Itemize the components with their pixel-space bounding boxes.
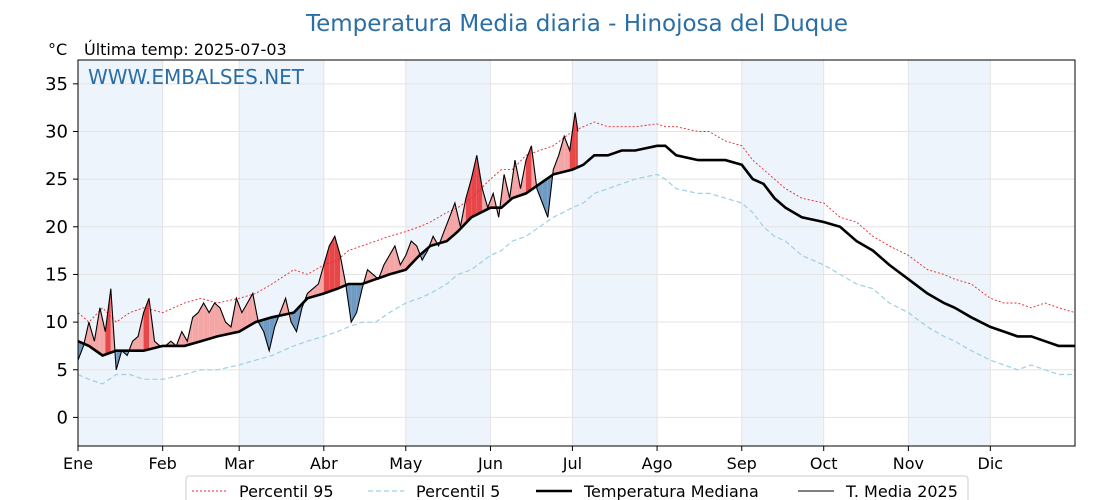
x-tick-label-oct: Oct — [810, 454, 838, 473]
legend: Percentil 95 Percentil 5 Temperatura Med… — [185, 475, 969, 500]
y-tick-label: 15 — [45, 264, 68, 285]
above-median-fill — [236, 298, 242, 333]
above-median-fill — [558, 136, 565, 174]
above-median-fill — [138, 312, 144, 351]
above-median-fill — [318, 264, 324, 296]
current-year-line — [77, 112, 579, 370]
above-median-fill — [405, 241, 412, 270]
x-tick-label-nov: Nov — [893, 454, 924, 473]
above-median-fill — [400, 255, 406, 272]
series-lines — [77, 112, 1076, 385]
last-temp-label: Última temp: 2025-07-03 — [84, 40, 287, 59]
above-median-fill — [465, 179, 472, 223]
y-tick-label: 30 — [45, 121, 68, 142]
x-tick-label-ene: Ene — [63, 454, 93, 473]
above-median-fill — [575, 112, 578, 169]
above-median-fill — [471, 155, 477, 218]
y-tick-label: 10 — [45, 312, 68, 333]
above-median-fill — [241, 303, 248, 331]
month-band-jul — [572, 60, 658, 446]
above-median-fill — [367, 269, 374, 283]
x-tick-label-abr: Abr — [310, 454, 338, 473]
above-median-fill — [247, 293, 253, 327]
below-median-fill — [542, 178, 548, 218]
month-band-sep — [741, 60, 824, 446]
month-band-mar — [239, 60, 324, 446]
above-median-fill — [389, 245, 395, 275]
legend-label-current: T. Media 2025 — [845, 482, 958, 500]
above-median-fill — [99, 307, 106, 355]
above-median-fill — [181, 331, 188, 346]
above-median-fill — [198, 303, 204, 342]
month-band-ene — [78, 60, 163, 446]
above-median-fill — [569, 112, 576, 171]
above-median-fill — [105, 288, 111, 355]
chart-title: Temperatura Media diaria - Hinojosa del … — [305, 11, 848, 37]
month-bands — [78, 60, 991, 446]
watermark-text: WWW.EMBALSES.NET — [88, 65, 305, 89]
above-median-fill — [334, 236, 341, 290]
plot-frame — [77, 59, 1076, 447]
above-median-fill — [192, 312, 199, 344]
x-tick-label-sep: Sep — [727, 454, 757, 473]
above-median-fill — [564, 136, 570, 172]
below-median-fill — [351, 283, 357, 323]
y-tick-label: 20 — [45, 217, 68, 238]
x-tick-label-may: May — [389, 454, 422, 473]
above-median-fill — [444, 217, 450, 242]
y-axis-ticks: 0 5 10 15 20 25 30 35 — [45, 74, 78, 428]
legend-label-p95: Percentil 95 — [239, 482, 334, 500]
above-median-fill — [225, 322, 231, 335]
y-tick-label: 5 — [57, 360, 68, 381]
x-axis-ticks: Ene Feb Mar Abr May Jun Jul Ago Sep Oct Nov Dic — [63, 446, 1003, 473]
x-tick-label-jul: Jul — [562, 454, 582, 473]
legend-label-median: Temperatura Mediana — [583, 482, 759, 500]
above-median-fill — [383, 255, 390, 277]
below-median-fill — [263, 318, 270, 351]
above-median-fill — [449, 202, 455, 239]
above-median-fill — [88, 322, 95, 350]
legend-label-p5: Percentil 5 — [416, 482, 500, 500]
x-tick-label-dic: Dic — [978, 454, 1004, 473]
y-tick-label: 25 — [45, 169, 68, 190]
below-median-fill — [269, 316, 275, 351]
above-median-fill — [394, 245, 401, 273]
y-tick-label: 0 — [57, 407, 68, 428]
y-tick-label: 35 — [45, 74, 68, 95]
x-tick-label-jun: Jun — [477, 454, 503, 473]
x-tick-label-feb: Feb — [149, 454, 177, 473]
above-median-fill — [132, 336, 139, 351]
above-median-fill — [323, 245, 330, 294]
percentile-95-line — [77, 121, 1076, 323]
percentile-5-line — [77, 173, 1075, 385]
above-median-fill — [203, 303, 210, 341]
above-median-fill — [220, 307, 226, 336]
above-median-fill — [209, 303, 215, 339]
y-unit-label: °C — [48, 40, 67, 59]
legend-box — [185, 475, 969, 500]
above-median-fill — [476, 155, 483, 215]
below-median-fill — [291, 309, 297, 332]
above-median-fill — [214, 303, 221, 338]
above-median-fill — [329, 236, 335, 292]
x-tick-label-ago: Ago — [642, 454, 673, 473]
below-median-fill — [536, 181, 543, 203]
x-tick-label-mar: Mar — [224, 454, 255, 473]
above-median-fill — [143, 298, 150, 351]
month-band-nov — [908, 60, 991, 446]
above-median-fill — [312, 283, 319, 297]
